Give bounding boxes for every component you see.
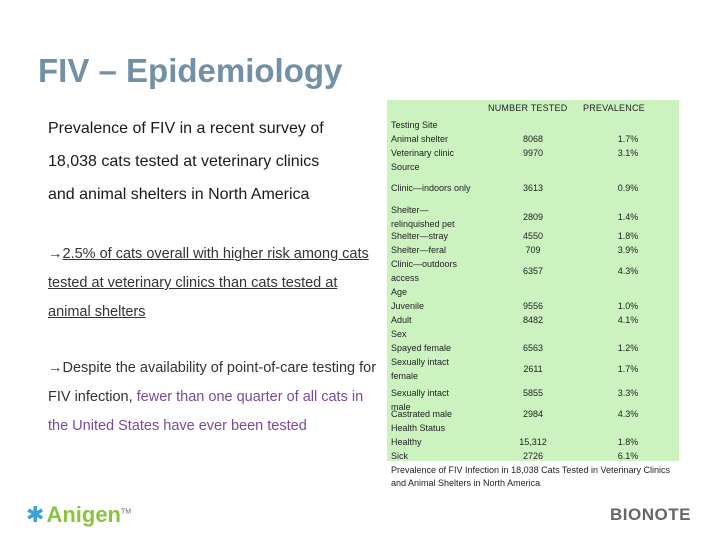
- row-prevalence: 6.1%: [617, 451, 639, 461]
- row-number-tested: 8068: [522, 134, 544, 144]
- row-label: Shelter—feral: [391, 245, 447, 255]
- row-number-tested: 15,312: [519, 437, 547, 447]
- row-label: Sex: [391, 329, 407, 339]
- bullet-risk: →2.5% of cats overall with higher risk a…: [48, 240, 378, 327]
- row-label: Sexually intact male: [391, 388, 450, 412]
- row-number-tested: 8482: [522, 315, 544, 325]
- row-prevalence: 3.3%: [617, 388, 639, 398]
- prevalence-table: [387, 100, 679, 461]
- lead-text: Prevalence of FIV in a recent survey of …: [48, 112, 378, 211]
- sparkle-icon: ✱: [26, 502, 45, 527]
- row-number-tested: 3613: [522, 183, 544, 193]
- page-title: FIV – Epidemiology: [38, 52, 343, 89]
- lead-line: 18,038 cats tested at veterinary clinics: [48, 153, 320, 170]
- row-label: Sick: [391, 451, 409, 461]
- row-label: Adult: [391, 315, 412, 325]
- lead-line: Prevalence of FIV in a recent survey of: [48, 120, 324, 137]
- bullet-risk-text: 2.5% of cats overall with higher risk am…: [48, 246, 369, 320]
- bionote-logo: BIONOTE: [610, 505, 691, 524]
- row-prevalence: 4.3%: [617, 266, 639, 276]
- row-prevalence: 3.1%: [617, 148, 639, 158]
- row-number-tested: 4550: [522, 231, 544, 241]
- row-label: Clinic—outdoors access: [391, 259, 458, 283]
- row-label: Shelter—relinquished pet: [391, 205, 455, 229]
- row-label: Age: [391, 287, 408, 297]
- row-prevalence: 4.1%: [617, 315, 639, 325]
- row-label: Clinic—indoors only: [391, 183, 471, 193]
- row-number-tested: 2611: [523, 364, 543, 374]
- row-prevalence: 1.2%: [617, 343, 639, 353]
- arrow-icon: →: [48, 246, 63, 262]
- row-prevalence: 1.0%: [617, 301, 639, 311]
- row-label: Shelter—stray: [391, 231, 449, 241]
- row-prevalence: 3.9%: [617, 245, 639, 255]
- header-number-tested: NUMBER TESTED: [488, 103, 568, 113]
- row-prevalence: 1.7%: [617, 364, 639, 374]
- header-prevalence: PREVALENCE: [583, 103, 645, 113]
- row-label: Source: [391, 162, 420, 172]
- row-label: Veterinary clinic: [391, 148, 455, 158]
- table-caption: Prevalence of FIV Infection in 18,038 Ca…: [391, 465, 670, 488]
- bullet-testing-highlight: fewer than one quarter of all cats in th…: [48, 389, 364, 434]
- row-number-tested: 6563: [522, 343, 544, 353]
- row-prevalence: 4.3%: [617, 409, 639, 419]
- row-prevalence: 1.4%: [617, 212, 639, 222]
- row-number-tested: 6357: [522, 266, 544, 276]
- row-label: Juvenile: [391, 301, 425, 311]
- row-number-tested: 9970: [522, 148, 544, 158]
- row-number-tested: 2809: [522, 212, 544, 222]
- bullet-testing-text: Despite the availability of point-of-car…: [48, 360, 377, 405]
- anigen-wordmark: Anigen: [46, 502, 121, 527]
- row-prevalence: 1.8%: [617, 437, 639, 447]
- bullet-testing: →Despite the availability of point-of-ca…: [48, 354, 378, 441]
- row-label: Sexually intact female: [391, 357, 450, 381]
- row-number-tested: 2984: [522, 409, 544, 419]
- row-label: Health Status: [391, 423, 446, 433]
- row-label: Spayed female: [391, 343, 452, 353]
- trademark: TM: [121, 508, 132, 516]
- row-prevalence: 1.7%: [617, 134, 639, 144]
- row-label: Testing Site: [391, 120, 438, 130]
- row-number-tested: 2726: [522, 451, 544, 461]
- anigen-logo: ✱AnigenTM: [26, 502, 131, 528]
- row-number-tested: 5855: [522, 388, 544, 398]
- row-prevalence: 0.9%: [617, 183, 639, 193]
- row-prevalence: 1.8%: [617, 231, 639, 241]
- row-number-tested: 709: [525, 245, 541, 255]
- row-number-tested: 9556: [522, 301, 544, 311]
- row-label: Animal shelter: [391, 134, 449, 144]
- row-label: Castrated male: [391, 409, 453, 419]
- lead-line: and animal shelters in North America: [48, 186, 310, 203]
- arrow-icon: →: [48, 360, 63, 376]
- row-label: Healthy: [391, 437, 422, 447]
